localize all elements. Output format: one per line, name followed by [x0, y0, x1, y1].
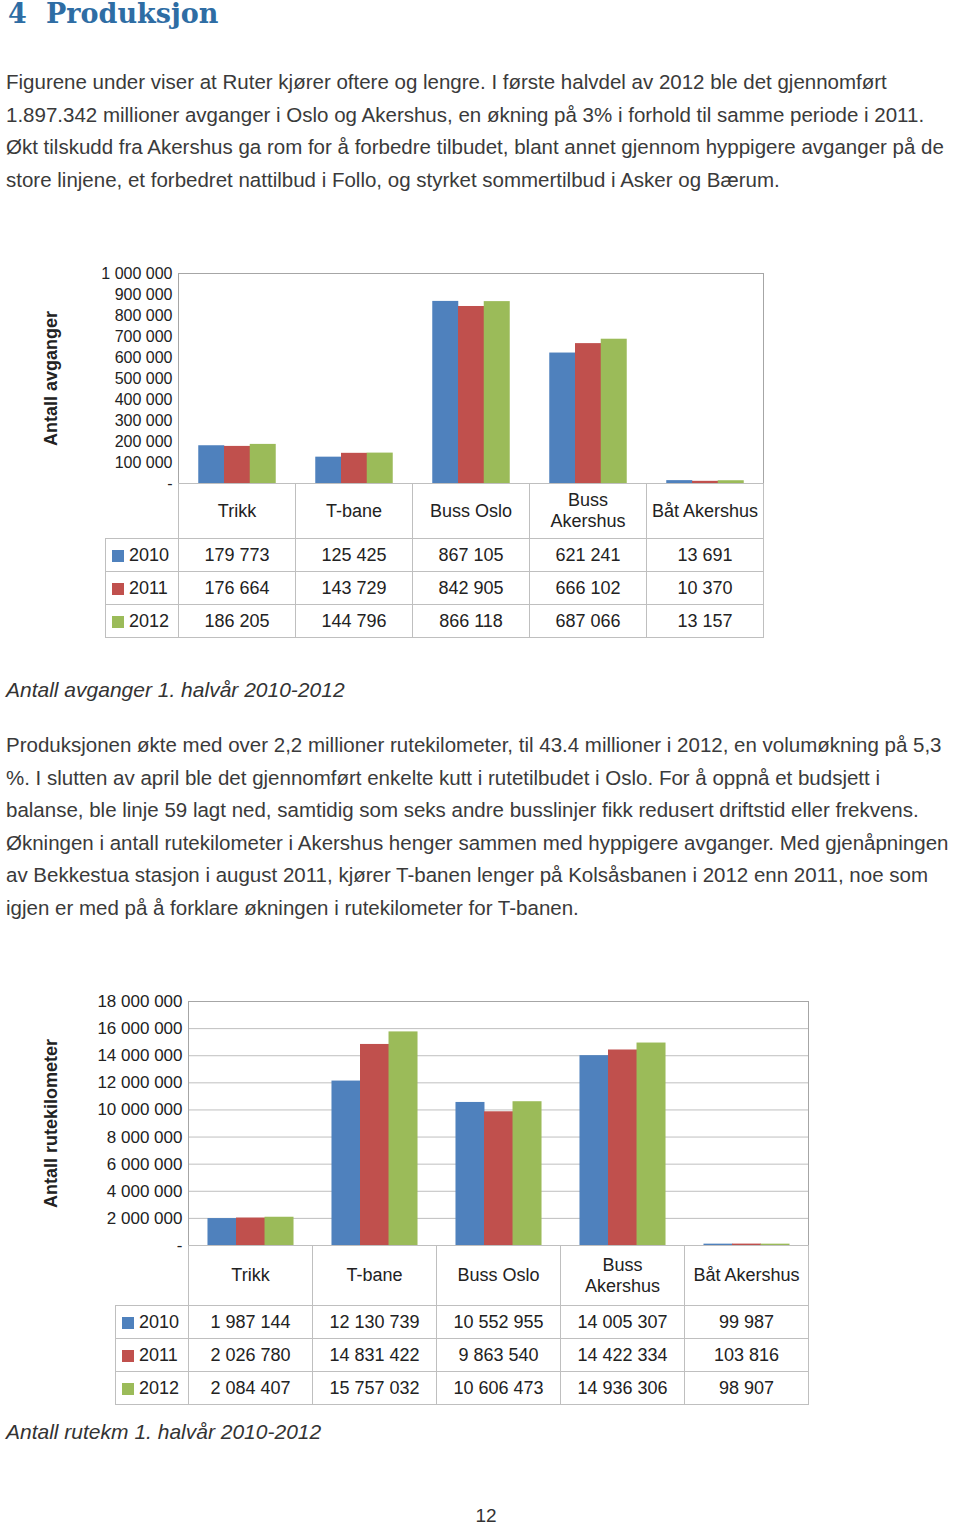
html-text:10 370: 10 370: [677, 577, 733, 598]
html-text:687 066: 687 066: [555, 610, 621, 631]
html-text:179 773: 179 773: [204, 544, 270, 565]
svg-text:18 000 000: 18 000 000: [97, 992, 182, 1011]
html-text:T-bane: T-bane: [326, 500, 382, 521]
html-text:666 102: 666 102: [555, 577, 621, 598]
svg-text:12 000 000: 12 000 000: [97, 1073, 182, 1092]
html-text:Produksjonen økte med over 2,2: Produksjonen økte med over 2,2 millioner…: [6, 733, 949, 919]
svg-text:Antall avganger: Antall avganger: [41, 311, 61, 446]
svg-text:Antall rutekilometer: Antall rutekilometer: [41, 1039, 61, 1208]
html-text:Båt Akershus: Båt Akershus: [652, 500, 758, 521]
html-text:103 816: 103 816: [714, 1344, 779, 1365]
html-text:2 084 407: 2 084 407: [210, 1377, 291, 1398]
svg-text:10 000 000: 10 000 000: [97, 1100, 182, 1119]
html-text:2012: 2012: [129, 610, 169, 631]
html-text:14 831 422: 14 831 422: [329, 1344, 420, 1365]
html-text:10 552 955: 10 552 955: [453, 1311, 544, 1332]
html-text:99 987: 99 987: [719, 1311, 774, 1332]
html-text:125 425: 125 425: [321, 544, 387, 565]
html-text:10 606 473: 10 606 473: [453, 1377, 544, 1398]
html-text:866 118: 866 118: [439, 610, 503, 631]
html-text:143 729: 143 729: [321, 577, 387, 598]
svg-text:900 000: 900 000: [115, 286, 173, 303]
html-text:2011: 2011: [129, 577, 168, 598]
html-text:Buss Oslo: Buss Oslo: [430, 500, 512, 521]
html-text:1 987 144: 1 987 144: [210, 1311, 291, 1332]
html-text:2010: 2010: [129, 544, 169, 565]
html-text:Trikk: Trikk: [217, 500, 257, 521]
svg-text:8 000 000: 8 000 000: [107, 1127, 183, 1146]
html-text:12: 12: [475, 1505, 497, 1526]
html-text:12 130 739: 12 130 739: [329, 1311, 420, 1332]
html-text:T-bane: T-bane: [346, 1265, 403, 1285]
html-text:867 105: 867 105: [438, 544, 504, 565]
html-text:2012: 2012: [139, 1377, 179, 1398]
html-text:Buss Akershus: Buss Akershus: [585, 1254, 660, 1296]
svg-text:4 000 000: 4 000 000: [107, 1182, 183, 1201]
html-text:13 691: 13 691: [677, 544, 733, 565]
svg-text:16 000 000: 16 000 000: [97, 1019, 182, 1038]
svg-text:100 000: 100 000: [115, 454, 173, 471]
svg-text:400 000: 400 000: [115, 391, 173, 408]
html-text:14 005 307: 14 005 307: [577, 1311, 668, 1332]
svg-text:6 000 000: 6 000 000: [107, 1155, 183, 1174]
html-text:9 863 540: 9 863 540: [458, 1344, 539, 1365]
svg-text:300 000: 300 000: [115, 412, 173, 429]
html-text:14 422 334: 14 422 334: [577, 1344, 668, 1365]
html-text:2 026 780: 2 026 780: [210, 1344, 291, 1365]
html-text:186 205: 186 205: [204, 610, 270, 631]
html-text:Trikk: Trikk: [231, 1265, 270, 1285]
html-text:Buss Akershus: Buss Akershus: [550, 490, 626, 531]
svg-text:2 000 000: 2 000 000: [107, 1209, 183, 1228]
html-text:15 757 032: 15 757 032: [329, 1377, 420, 1398]
html-text:621 241: 621 241: [555, 544, 621, 565]
svg-text:-: -: [177, 1236, 183, 1255]
html-text:144 796: 144 796: [321, 610, 387, 631]
html-text:Båt Akershus: Båt Akershus: [693, 1265, 800, 1285]
html-text:13 157: 13 157: [677, 610, 733, 631]
html-text:2011: 2011: [139, 1344, 178, 1365]
html-text:Figurene under viser at Ruter: Figurene under viser at Ruter kjører oft…: [6, 70, 944, 191]
html-text:176 664: 176 664: [204, 577, 270, 598]
html-text:14 936 306: 14 936 306: [577, 1377, 668, 1398]
svg-text:-: -: [167, 475, 172, 492]
svg-text:700 000: 700 000: [115, 328, 173, 345]
svg-text:200 000: 200 000: [115, 433, 173, 450]
html-text:Antall avganger 1. halvår 2010: Antall avganger 1. halvår 2010-2012: [6, 678, 345, 701]
html-text:Buss Oslo: Buss Oslo: [457, 1265, 540, 1285]
html-text:Antall rutekm 1. halvår 2010-2: Antall rutekm 1. halvår 2010-2012: [6, 1420, 322, 1443]
html-text:842 905: 842 905: [438, 577, 504, 598]
html-text:2010: 2010: [139, 1311, 179, 1332]
svg-text:1 000 000: 1 000 000: [101, 265, 172, 282]
svg-text:500 000: 500 000: [115, 370, 173, 387]
html-text:98 907: 98 907: [719, 1377, 774, 1398]
svg-text:800 000: 800 000: [115, 307, 173, 324]
svg-text:14 000 000: 14 000 000: [97, 1046, 182, 1065]
svg-text:600 000: 600 000: [115, 349, 173, 366]
